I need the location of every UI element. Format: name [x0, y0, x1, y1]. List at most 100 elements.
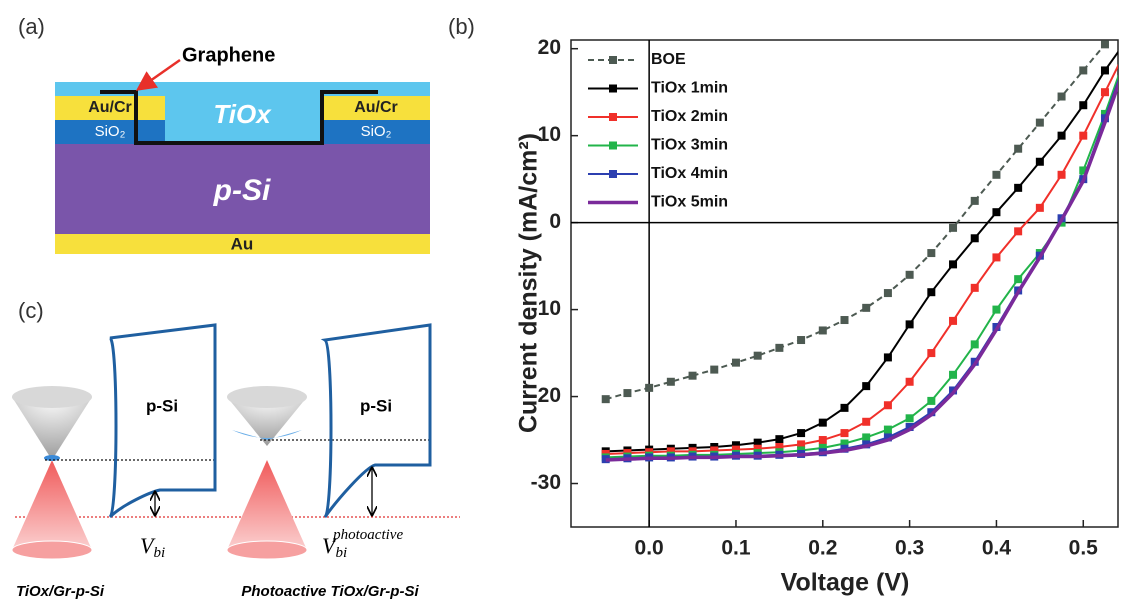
data-point	[753, 351, 762, 360]
data-point	[1035, 157, 1044, 166]
y-axis-title: Current density (mA/cm²)	[515, 133, 543, 433]
x-tick-label: 0.3	[895, 537, 924, 560]
series-line	[605, 43, 1106, 401]
legend-label: TiOx 4min	[651, 165, 728, 182]
label: SiO₂	[95, 123, 126, 140]
label: Au/Cr	[354, 99, 398, 116]
data-point	[970, 196, 979, 205]
data-point	[1100, 109, 1109, 118]
x-axis-title: Voltage (V)	[781, 569, 910, 597]
symbol: V	[140, 533, 156, 558]
data-point	[883, 401, 892, 410]
x-tick-label: 0.5	[1069, 537, 1099, 560]
data-point	[992, 253, 1001, 262]
band	[320, 323, 432, 519]
series-line	[605, 80, 1118, 462]
data-point	[949, 370, 958, 379]
data-point	[731, 441, 740, 450]
sio2-layer	[55, 120, 165, 144]
data-point	[905, 320, 914, 329]
au-cr-layer	[55, 96, 165, 120]
cone	[12, 386, 92, 408]
caption: TiOx/Gr-p-Si	[16, 583, 105, 600]
x-tick-label: 0.1	[721, 537, 751, 560]
graphene-line	[100, 90, 378, 145]
data-point	[840, 316, 849, 325]
data-point	[927, 349, 936, 358]
panel-a: (a) Graphene TiOx Au/Cr Au/Cr SiO₂ SiO₂ …	[18, 14, 430, 254]
data-point	[818, 443, 827, 452]
data-point	[862, 433, 871, 442]
subscript: bi	[335, 545, 347, 561]
cone	[227, 397, 307, 446]
label: Au	[231, 234, 254, 253]
legend-label: TiOx 1min	[651, 80, 728, 97]
data-point	[1014, 275, 1023, 284]
data-point	[949, 316, 958, 325]
data-point	[883, 353, 892, 362]
data-point	[862, 303, 871, 312]
data-point	[992, 170, 1001, 179]
legend-swatch	[609, 56, 617, 64]
y-tick-label: -10	[531, 297, 561, 320]
legend-swatch	[609, 141, 617, 150]
data-point	[1079, 166, 1088, 175]
data-point	[666, 447, 675, 456]
cone	[227, 386, 307, 408]
label: p-Si	[146, 396, 178, 415]
data-point	[818, 418, 827, 427]
data-point	[797, 429, 806, 438]
data-point	[775, 435, 784, 444]
cone	[11, 540, 93, 560]
symbol: V	[322, 533, 338, 558]
data-point	[1079, 66, 1088, 75]
data-point	[1014, 183, 1023, 192]
label: p-Si	[213, 174, 271, 207]
plot-area	[601, 40, 1130, 464]
data-point	[927, 288, 936, 297]
data-point	[645, 383, 654, 392]
data-point	[970, 340, 979, 349]
data-point	[949, 260, 958, 269]
data-point	[1123, 53, 1130, 61]
data-point	[905, 422, 914, 431]
y-tick-label: 10	[538, 123, 561, 146]
data-point	[775, 442, 784, 451]
data-point	[883, 425, 892, 434]
data-point	[753, 438, 762, 447]
data-point	[970, 234, 979, 243]
plot-frame	[570, 39, 1119, 528]
label: Vbi photoactive	[322, 527, 403, 561]
y-tick-label: -30	[531, 471, 561, 494]
legend-swatch	[609, 170, 617, 178]
y-tick-label: -20	[531, 384, 561, 407]
data-point	[1057, 170, 1066, 179]
au-cr-layer	[322, 96, 430, 120]
data-point	[601, 395, 610, 404]
data-point	[840, 429, 849, 438]
x-tick-label: 0.2	[808, 537, 837, 560]
data-point	[1014, 227, 1023, 236]
label: Vbi	[140, 533, 165, 561]
data-point	[1014, 144, 1023, 153]
superscript: photoactive	[332, 527, 403, 543]
legend-label: TiOx 2min	[651, 108, 728, 125]
data-point	[1035, 118, 1044, 127]
cone	[12, 397, 92, 460]
x-tick-label: 0.0	[635, 537, 664, 560]
data-point	[623, 389, 632, 398]
panel-label: (c)	[18, 298, 44, 323]
subscript: bi	[153, 545, 165, 561]
data-point	[992, 305, 1001, 314]
data-point	[1100, 88, 1109, 97]
data-point	[1100, 66, 1109, 75]
caption: Photoactive TiOx/Gr-p-Si	[241, 583, 419, 600]
data-point	[883, 289, 892, 298]
panel-label: (b)	[448, 14, 475, 39]
x-tick-label: 0.4	[982, 537, 1012, 560]
data-point	[775, 343, 784, 352]
tiox-fill	[165, 96, 322, 144]
data-point	[883, 433, 892, 442]
data-point	[927, 249, 936, 258]
